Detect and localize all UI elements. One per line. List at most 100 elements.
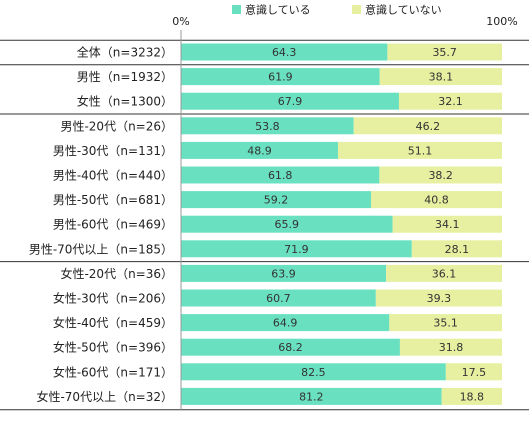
- bar-segment-2: [387, 43, 502, 61]
- legend-label-2: 意識していない: [365, 3, 442, 17]
- data-label-1: 59.2: [264, 194, 289, 207]
- bar-segment-1: [181, 92, 399, 110]
- bar-segment-1: [181, 191, 372, 209]
- bar-segment-1: [181, 289, 376, 307]
- bar-segment-1: [181, 43, 388, 61]
- data-label-1: 71.9: [284, 243, 309, 256]
- chart-row: 女性-40代（n=459） 64.9 35.1: [53, 314, 502, 332]
- bar-segment-2: [353, 117, 502, 135]
- bar-segment-2: [337, 141, 502, 159]
- data-label-1: 64.9: [273, 317, 298, 330]
- data-label-2: 51.1: [408, 144, 433, 157]
- chart-row: 女性-50代（n=396） 68.2 31.8: [53, 338, 502, 356]
- chart-row: 男性-30代（n=131） 48.9 51.1: [53, 141, 502, 159]
- legend-swatch-2: [352, 5, 361, 14]
- data-label-2: 31.8: [439, 341, 464, 354]
- chart-row: 男性（n=1932） 61.9 38.1: [77, 68, 502, 86]
- category-label: 女性（n=1300）: [77, 94, 173, 109]
- x-axis-ticks: 0% 100%: [172, 15, 517, 28]
- bar-segment-2: [392, 215, 502, 233]
- legend-label-1: 意識している: [245, 3, 311, 17]
- bar-segment-1: [181, 117, 354, 135]
- category-label: 女性-60代（n=171）: [53, 364, 173, 379]
- x-tick-label-2: 100%: [486, 15, 517, 28]
- data-label-1: 64.3: [272, 46, 297, 59]
- chart-row: 女性-20代（n=36） 63.9 36.1: [60, 264, 502, 282]
- data-label-2: 36.1: [432, 267, 457, 280]
- category-label: 女性-70代以上（n=32）: [36, 389, 173, 404]
- data-label-2: 18.8: [460, 390, 485, 403]
- bar-segment-1: [181, 264, 387, 282]
- category-label: 男性-20代（n=26）: [60, 119, 173, 133]
- data-label-2: 38.1: [429, 71, 454, 84]
- bar-segment-1: [181, 314, 390, 332]
- bar-segment-2: [371, 191, 502, 209]
- bar-segment-2: [445, 363, 502, 381]
- bar-segment-1: [181, 363, 446, 381]
- bar-segment-1: [181, 68, 380, 86]
- data-label-1: 81.2: [299, 390, 324, 403]
- chart-row: 男性-50代（n=681） 59.2 40.8: [53, 191, 502, 209]
- category-label: 男性-70代以上（n=185）: [29, 242, 173, 256]
- data-label-2: 35.7: [432, 46, 457, 59]
- data-label-1: 63.9: [271, 267, 296, 280]
- bar-segment-2: [379, 166, 502, 184]
- bar-segment-1: [181, 338, 400, 356]
- bar-segment-1: [181, 240, 412, 258]
- category-label: 女性-40代（n=459）: [53, 315, 173, 330]
- bar-segment-2: [411, 240, 502, 258]
- category-label: 男性-50代（n=681）: [53, 193, 173, 207]
- data-label-1: 68.2: [278, 341, 303, 354]
- legend-swatch-1: [232, 5, 241, 14]
- category-label: 男性-60代（n=469）: [53, 218, 173, 232]
- chart-row: 男性-40代（n=440） 61.8 38.2: [53, 166, 502, 184]
- bar-segment-2: [375, 289, 502, 307]
- bar-segment-1: [181, 141, 338, 159]
- bar-segment-2: [389, 314, 502, 332]
- chart-row: 男性-60代（n=469） 65.9 34.1: [53, 215, 502, 233]
- bar-segment-2: [441, 387, 502, 405]
- data-label-1: 53.8: [255, 120, 280, 133]
- data-label-2: 46.2: [416, 120, 441, 133]
- data-label-1: 65.9: [275, 218, 300, 231]
- chart-row: 女性（n=1300） 67.9 32.1: [77, 92, 502, 110]
- data-label-2: 28.1: [445, 243, 470, 256]
- chart-rows: 全体（n=3232） 64.3 35.7 男性（n=1932） 61.9 38.1 女性（n…: [29, 43, 502, 405]
- data-label-2: 35.1: [433, 317, 458, 330]
- chart-row: 女性-30代（n=206） 60.7 39.3: [53, 289, 502, 307]
- bar-segment-2: [398, 92, 502, 110]
- data-label-1: 48.9: [247, 144, 272, 157]
- chart-row: 女性-60代（n=171） 82.5 17.5: [53, 363, 502, 381]
- bar-segment-1: [181, 387, 442, 405]
- category-label: 男性-40代（n=440）: [53, 169, 173, 183]
- category-label: 男性-30代（n=131）: [53, 144, 173, 158]
- category-label: 男性（n=1932）: [77, 70, 173, 84]
- data-label-2: 40.8: [424, 194, 449, 207]
- bar-segment-1: [181, 166, 380, 184]
- bar-segment-2: [386, 264, 502, 282]
- chart-row: 女性-70代以上（n=32） 81.2 18.8: [36, 387, 502, 405]
- data-label-2: 39.3: [427, 292, 452, 305]
- data-label-1: 61.8: [268, 169, 293, 182]
- category-label: 女性-30代（n=206）: [53, 291, 173, 306]
- data-label-1: 67.9: [278, 95, 303, 108]
- category-label: 全体（n=3232）: [77, 45, 173, 60]
- x-tick-label-1: 0%: [172, 15, 189, 28]
- data-label-2: 17.5: [462, 366, 487, 379]
- category-label: 女性-50代（n=396）: [53, 340, 173, 355]
- data-label-1: 60.7: [266, 292, 291, 305]
- data-label-2: 38.2: [428, 169, 453, 182]
- bar-segment-2: [379, 68, 502, 86]
- category-label: 女性-20代（n=36）: [60, 266, 173, 281]
- chart-row: 男性-20代（n=26） 53.8 46.2: [60, 117, 502, 135]
- bar-segment-2: [399, 338, 502, 356]
- chart-row: 男性-70代以上（n=185） 71.9 28.1: [29, 240, 502, 258]
- data-label-2: 34.1: [435, 218, 460, 231]
- bar-segment-1: [181, 215, 393, 233]
- chart-row: 全体（n=3232） 64.3 35.7: [77, 43, 502, 61]
- grid-lines: [0, 30, 529, 411]
- data-label-1: 61.9: [268, 71, 293, 84]
- data-label-1: 82.5: [301, 366, 326, 379]
- data-label-2: 32.1: [438, 95, 463, 108]
